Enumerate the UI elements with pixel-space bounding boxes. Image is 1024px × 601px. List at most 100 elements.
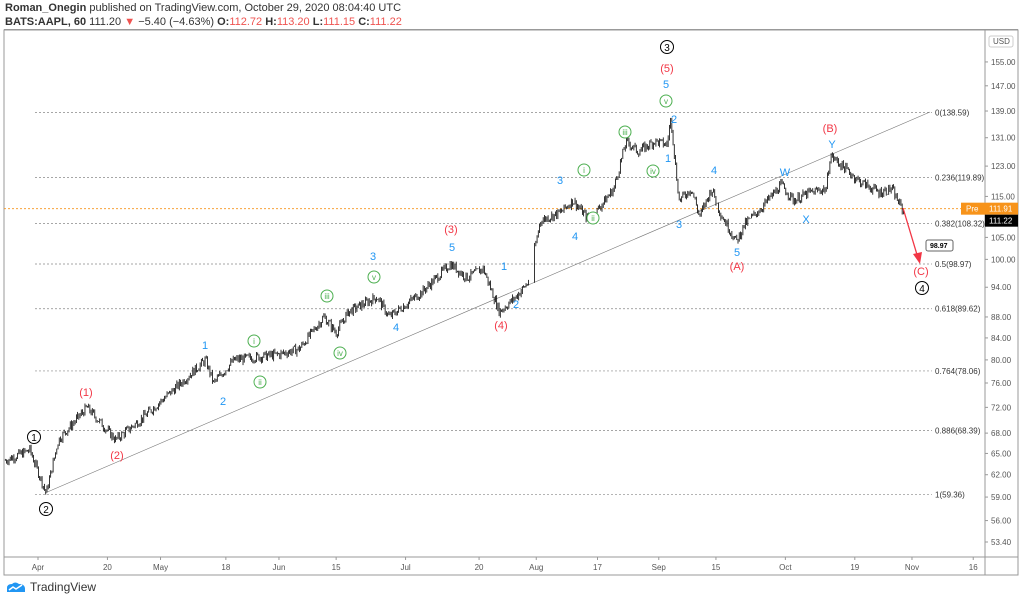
wave-minute-circle: [320, 289, 334, 303]
wave-intermediate-label: (5): [660, 63, 673, 75]
wave-minute-label: i: [253, 337, 255, 346]
wave-minute-circle: [577, 163, 591, 177]
wave-minor-label: 5: [734, 247, 740, 259]
close-value: 111.22: [369, 16, 402, 28]
wave-minor-label: 2: [671, 114, 677, 126]
x-tick-label: 16: [969, 563, 978, 572]
brand-name: TradingView: [30, 580, 97, 594]
x-tick-label: May: [153, 563, 168, 572]
wave-minor-label: 3: [676, 219, 682, 231]
y-tick-label: 80.00: [991, 356, 1012, 365]
down-triangle-icon: ▼: [124, 16, 136, 28]
wave-minute-label: iii: [622, 128, 628, 137]
x-tick-label: Sep: [652, 563, 667, 572]
wave-minute-circle: [247, 334, 261, 348]
fib-level-label: 0.382(108.32): [935, 219, 985, 228]
wave-intermediate-label: (A): [730, 261, 745, 273]
tradingview-logo[interactable]: TradingView: [5, 580, 96, 594]
x-tick-label: Jul: [400, 563, 410, 572]
wave-minor-label: 5: [449, 242, 455, 254]
x-tick-label: 20: [475, 563, 484, 572]
wave-minute-label: iv: [650, 167, 656, 176]
wave-minor-label: 2: [513, 299, 519, 311]
y-tick-label: 65.00: [991, 449, 1012, 458]
y-tick-label: 115.00: [991, 192, 1015, 201]
wave-minute-label: ii: [258, 378, 262, 387]
published-text: published on TradingView.com, October 29…: [89, 2, 402, 14]
wave-minute-label: v: [372, 273, 376, 282]
fib-level-label: 0.5(98.97): [935, 260, 972, 269]
wave-intermediate-label: (4): [494, 320, 507, 332]
y-tick-label: 139.00: [991, 107, 1016, 116]
y-tick-label: 68.00: [991, 429, 1012, 438]
wave-minute-circle: [659, 94, 673, 108]
x-tick-label: 15: [332, 563, 341, 572]
wave-minor-label: 4: [711, 165, 717, 177]
open-value: 112.72: [229, 16, 263, 28]
x-tick-label: Aug: [529, 563, 543, 572]
projection-arrow: [902, 207, 919, 259]
symbol-legend: BATS:AAPL, 60 111.20 ▼ −5.40 (−4.63%) O:…: [5, 16, 402, 28]
close-label: C:: [358, 16, 370, 28]
chart-frame: [3, 29, 1019, 576]
wave-primary-label: 2: [43, 505, 49, 516]
y-tick-label: 88.00: [991, 313, 1012, 322]
y-tick-label: 105.00: [991, 233, 1016, 242]
wave-primary-circle: [39, 502, 53, 516]
author[interactable]: Roman_Onegin: [5, 2, 87, 14]
wave-minor-label: 3: [370, 251, 376, 263]
wave-primary-circle: [660, 40, 674, 54]
wave-intermediate-label: (C): [913, 266, 928, 278]
trend-line: [44, 111, 931, 494]
y-tick-label: 84.00: [991, 334, 1012, 343]
change: −5.40 (−4.63%): [138, 16, 215, 28]
x-tick-label: 20: [103, 563, 112, 572]
fib-level-label: 0.618(89.62): [935, 305, 981, 314]
wave-intermediate-label: (1): [79, 387, 92, 399]
publish-info: Roman_Onegin published on TradingView.co…: [5, 2, 401, 14]
wave-primary-label: 1: [31, 433, 37, 444]
y-tick-label: 155.00: [991, 58, 1016, 67]
symbol: BATS:AAPL, 60: [5, 16, 87, 28]
wave-primary-label: 3: [664, 43, 670, 54]
fib-level-label: 0(138.59): [935, 108, 970, 117]
fib-level-label: 1(59.36): [935, 490, 965, 499]
wave-intermediate-label: (3): [444, 224, 457, 236]
fib-level-label: 0.886(68.39): [935, 427, 981, 436]
wave-minor-label: 1: [665, 153, 671, 165]
wave-minor-label: 4: [393, 322, 399, 334]
fib-level-label: 0.236(119.89): [935, 174, 985, 183]
arrowhead-icon: [913, 252, 922, 264]
wave-minor-label: 2: [220, 396, 226, 408]
x-tick-label: Nov: [905, 563, 919, 572]
y-tick-label: 76.00: [991, 379, 1012, 388]
wave-primary-label: 4: [919, 284, 925, 295]
wave-minor-label: 4: [572, 231, 578, 243]
wave-minute-label: iv: [337, 349, 343, 358]
wave-primary-circle: [915, 281, 929, 295]
wave-minute-circle: [333, 346, 347, 360]
wave-minor-label: Y: [828, 139, 836, 151]
y-tick-label: 94.00: [991, 283, 1012, 292]
currency-label: USD: [993, 37, 1010, 46]
y-tick-label: 56.00: [991, 517, 1012, 526]
wave-minute-circle: [367, 270, 381, 284]
pre-price-badge: [985, 202, 1018, 215]
pre-badge: [961, 202, 985, 215]
last-price: 111.20: [89, 16, 122, 28]
y-tick-label: 53.40: [991, 538, 1012, 547]
wave-minor-label: 3: [557, 175, 563, 187]
open-label: O:: [217, 16, 230, 28]
y-tick-label: 59.00: [991, 493, 1012, 502]
target-callout: [925, 239, 954, 252]
wave-primary-circle: [27, 430, 41, 444]
wave-minute-label: v: [664, 97, 668, 106]
wave-minute-circle: [646, 164, 660, 178]
y-tick-label: 123.00: [991, 162, 1016, 171]
wave-minute-circle: [618, 125, 632, 139]
wave-minute-circle: [253, 375, 267, 389]
wave-intermediate-label: (B): [823, 123, 838, 135]
tradingview-cloud-icon: [7, 582, 25, 592]
target-callout-value: 98.97: [930, 243, 948, 250]
